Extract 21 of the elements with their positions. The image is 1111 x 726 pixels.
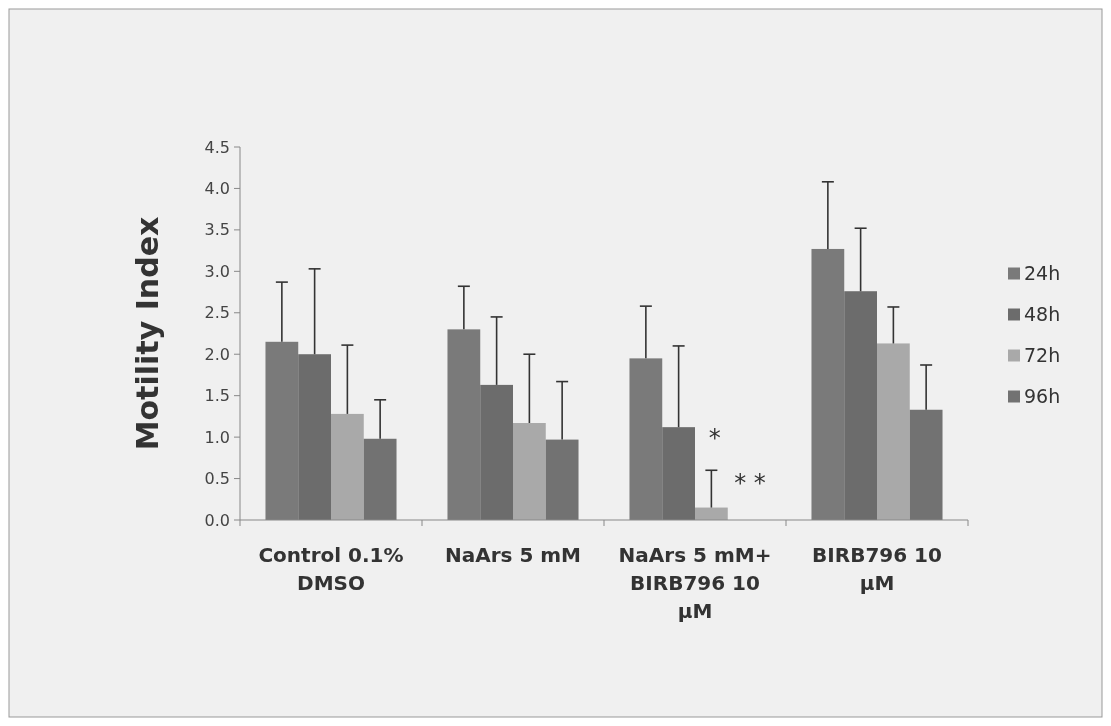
y-axis-title: Motility Index [130,216,165,451]
x-tick-label: BIRB796 10 μM [812,543,942,595]
y-tick-label: 3.5 [204,220,230,240]
annotation: * [708,423,721,452]
y-tick-label: 1.5 [204,386,230,406]
y-tick-label: 0.5 [204,469,230,489]
y-tick-label: 0.0 [204,510,230,530]
y-tick-label: 4.5 [204,137,230,157]
annotation: * * [734,469,766,498]
legend-label: 96h [1024,385,1061,408]
legend-label: 72h [1024,344,1061,367]
y-tick-label: 1.0 [204,427,230,447]
y-tick-label: 2.5 [204,303,230,323]
y-tick-label: 3.0 [204,261,230,281]
legend-label: 24h [1024,262,1061,285]
legend-label: 48h [1024,303,1061,326]
x-tick-label: NaArs 5 mM [444,543,582,567]
y-tick-label: 4.0 [204,179,230,199]
x-tick-label: Control 0.1% DMSO [258,543,404,595]
y-tick-label: 2.0 [204,344,230,364]
x-tick-label: NaArs 5 mM+ BIRB796 10 μM [618,543,772,623]
